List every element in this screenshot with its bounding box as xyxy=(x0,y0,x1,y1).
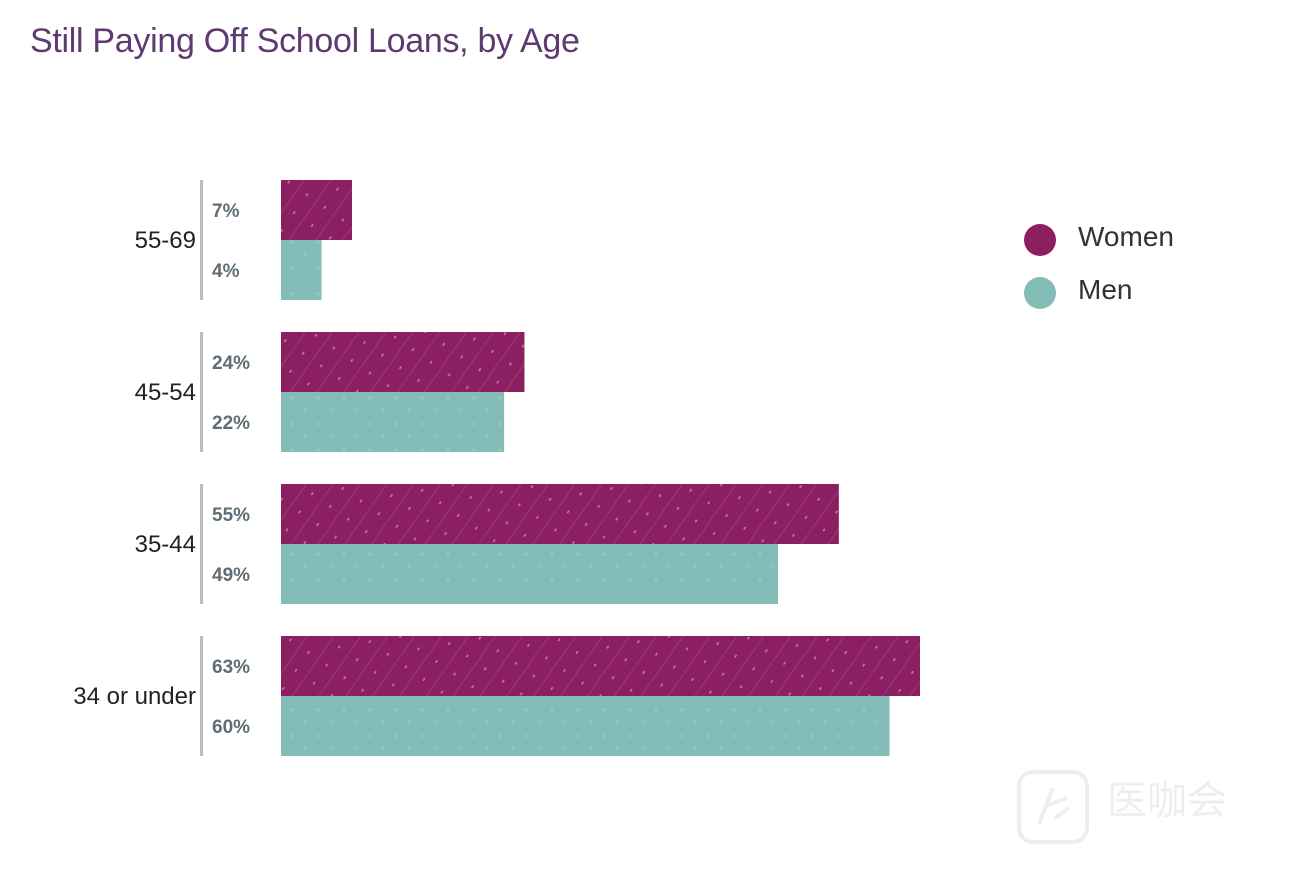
value-label: 4% xyxy=(212,261,240,282)
legend: Women Men xyxy=(1024,221,1174,309)
bar-texture xyxy=(281,392,505,452)
group-bracket xyxy=(200,180,203,300)
watermark-logo: 医咖会 xyxy=(1017,770,1227,844)
legend-label: Men xyxy=(1078,274,1132,305)
value-label: 55% xyxy=(212,505,250,526)
value-label: 7% xyxy=(212,201,240,222)
category-label: 35-44 xyxy=(135,531,196,558)
value-label: 49% xyxy=(212,565,250,586)
legend-swatch-men xyxy=(1024,277,1056,309)
value-label: 24% xyxy=(212,353,250,374)
bar-group: 34 or under 63% 60% xyxy=(73,636,920,756)
value-label: 60% xyxy=(212,717,250,738)
value-label: 22% xyxy=(212,413,250,434)
watermark-text: 医咖会 xyxy=(1107,778,1227,824)
bar-group: 35-44 55% 49% xyxy=(135,484,839,604)
legend-swatch-women xyxy=(1024,224,1056,256)
legend-label: Women xyxy=(1078,221,1174,252)
category-label: 34 or under xyxy=(73,683,196,710)
bar-texture xyxy=(281,636,920,696)
bar-texture xyxy=(281,544,778,604)
category-label: 45-54 xyxy=(135,379,196,406)
bar-group: 45-54 24% 22% xyxy=(135,332,525,452)
value-label: 63% xyxy=(212,657,250,678)
bar-group: 55-69 7% 4% xyxy=(135,180,352,300)
bar-texture xyxy=(281,240,322,300)
bar-texture xyxy=(281,332,525,392)
category-label: 55-69 xyxy=(135,227,196,254)
group-bracket xyxy=(200,484,203,604)
bar-texture xyxy=(281,696,890,756)
bar-texture xyxy=(281,484,839,544)
group-bracket xyxy=(200,332,203,452)
bar-texture xyxy=(281,180,352,240)
chart-title: Still Paying Off School Loans, by Age xyxy=(30,22,580,60)
group-bracket xyxy=(200,636,203,756)
